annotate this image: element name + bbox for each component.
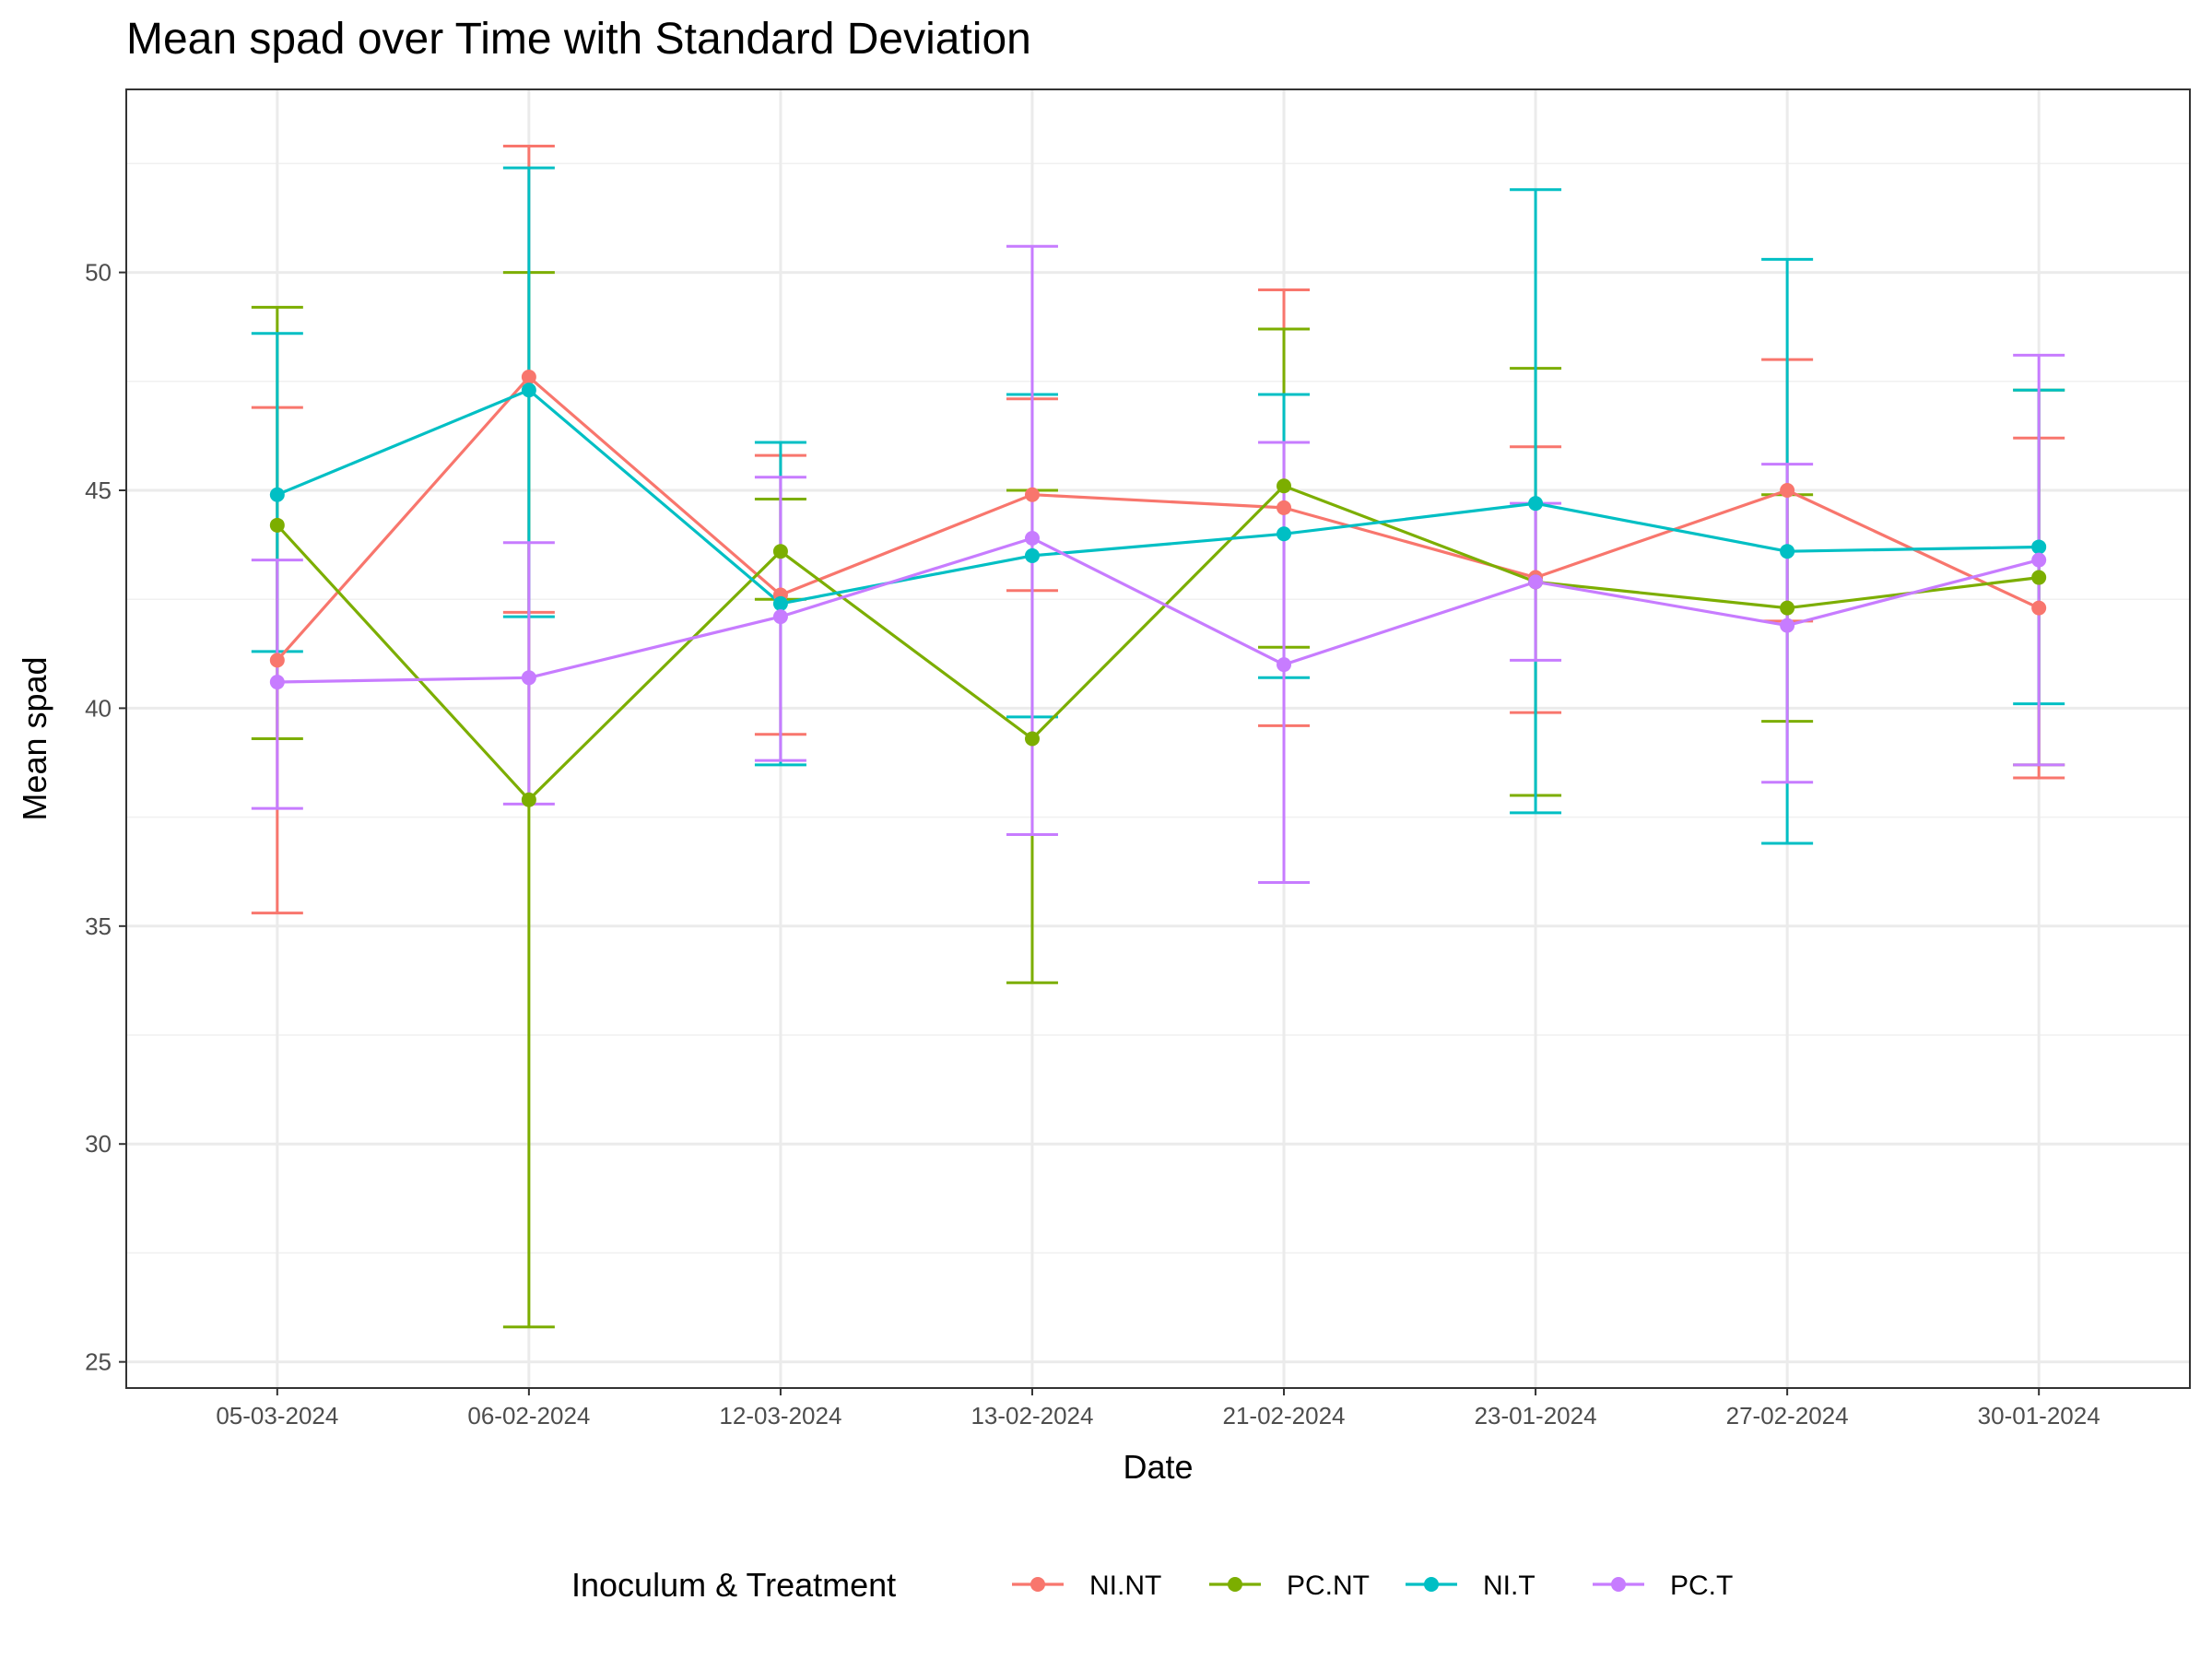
x-tick-label: 05-03-2024 xyxy=(216,1402,338,1430)
legend-key-point-ni-t xyxy=(1424,1577,1439,1592)
series-line-ni-nt xyxy=(276,375,2040,662)
x-axis-title: Date xyxy=(1123,1448,1193,1486)
legend-title: Inoculum & Treatment xyxy=(571,1566,896,1604)
data-point-ni-nt xyxy=(521,370,536,385)
series-line-ni-t xyxy=(276,388,2040,606)
y-tick-label: 25 xyxy=(85,1348,112,1376)
data-point-ni-t xyxy=(772,595,788,611)
data-point-ni-nt xyxy=(1277,500,1292,515)
data-point-pc-nt xyxy=(772,544,788,559)
data-point-pc-nt xyxy=(1277,478,1292,494)
data-point-ni-t xyxy=(1277,526,1292,542)
data-point-pc-nt xyxy=(1024,731,1040,747)
legend-label-ni-nt: NI.NT xyxy=(1089,1571,1161,1601)
x-tick-label: 13-02-2024 xyxy=(971,1402,1093,1430)
data-point-pc-nt xyxy=(2031,570,2047,585)
data-point-pc-nt xyxy=(521,792,536,807)
y-axis: 25 30 35 40 45 50 xyxy=(85,259,126,1376)
y-tick-label: 30 xyxy=(85,1130,112,1158)
data-point-pc-t xyxy=(1528,574,1544,590)
data-point-pc-t xyxy=(1780,618,1795,633)
legend-key-point-pc-nt xyxy=(1228,1577,1242,1592)
series-line-pc-nt xyxy=(276,484,2040,802)
x-tick-label: 12-03-2024 xyxy=(719,1402,841,1430)
data-point-ni-t xyxy=(1528,496,1544,512)
y-tick-label: 45 xyxy=(85,477,112,504)
y-tick-label: 40 xyxy=(85,694,112,722)
legend: Inoculum & Treatment NI.NT PC.NT NI.T PC.T xyxy=(571,1566,1733,1604)
data-point-ni-nt xyxy=(1024,487,1040,502)
data-points xyxy=(269,370,2047,807)
data-point-pc-t xyxy=(269,675,285,690)
data-point-ni-nt xyxy=(1780,482,1795,498)
data-point-ni-t xyxy=(269,487,285,502)
data-point-pc-nt xyxy=(269,517,285,533)
x-tick-label: 27-02-2024 xyxy=(1726,1402,1849,1430)
data-point-ni-nt xyxy=(269,653,285,668)
legend-key-point-pc-t xyxy=(1611,1577,1626,1592)
legend-label-pc-t: PC.T xyxy=(1670,1571,1733,1601)
x-tick-label: 30-01-2024 xyxy=(1978,1402,2100,1430)
data-point-ni-t xyxy=(521,382,536,398)
legend-label-pc-nt: PC.NT xyxy=(1287,1571,1370,1601)
chart-title: Mean spad over Time with Standard Deviat… xyxy=(126,15,1031,64)
x-axis: 05-03-2024 06-02-2024 12-03-2024 13-02-2024… xyxy=(216,1388,2100,1430)
legend-key-point-ni-nt xyxy=(1030,1577,1045,1592)
series-line-pc-t xyxy=(276,536,2040,684)
y-axis-title: Mean spad xyxy=(16,656,53,820)
x-tick-label: 06-02-2024 xyxy=(467,1402,590,1430)
data-point-ni-t xyxy=(1024,547,1040,563)
data-point-pc-t xyxy=(1024,531,1040,547)
data-point-ni-nt xyxy=(2031,600,2047,616)
series-lines xyxy=(276,375,2040,802)
x-tick-label: 23-01-2024 xyxy=(1475,1402,1597,1430)
data-point-ni-t xyxy=(1780,544,1795,559)
data-point-pc-t xyxy=(772,609,788,625)
data-point-ni-t xyxy=(2031,539,2047,555)
y-tick-label: 35 xyxy=(85,912,112,940)
legend-label-ni-t: NI.T xyxy=(1483,1571,1535,1601)
x-tick-label: 21-02-2024 xyxy=(1223,1402,1346,1430)
data-point-pc-t xyxy=(521,670,536,686)
data-point-pc-t xyxy=(1277,657,1292,673)
data-point-pc-t xyxy=(2031,552,2047,568)
data-point-pc-nt xyxy=(1780,600,1795,616)
y-tick-label: 50 xyxy=(85,259,112,287)
panel-border xyxy=(125,88,2191,1389)
